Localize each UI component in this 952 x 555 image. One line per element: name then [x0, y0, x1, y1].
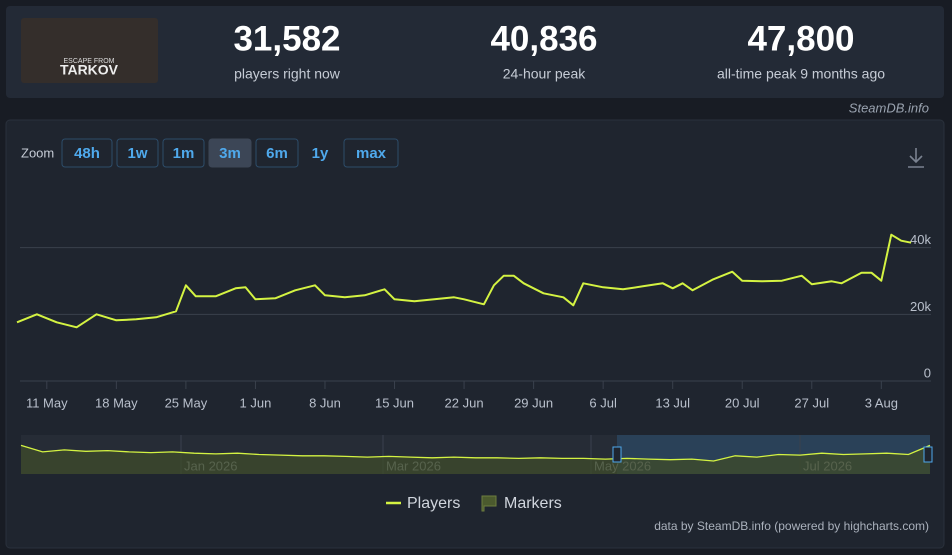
y-tick-label: 40k	[910, 232, 931, 247]
download-glyph	[908, 148, 924, 168]
stat-value: 40,836	[490, 19, 597, 58]
navigator-line	[20, 444, 931, 462]
y-tick-label: 20k	[910, 299, 931, 314]
stat-value: 47,800	[747, 19, 854, 58]
x-tick-label: 18 May	[95, 395, 138, 410]
logo-line: TARKOV	[60, 62, 119, 78]
chart-panel	[5, 119, 945, 549]
zoom-button[interactable]	[343, 138, 399, 168]
legend-label[interactable]: Markers	[504, 495, 562, 512]
download-icon[interactable]	[908, 148, 924, 168]
navigator-area	[21, 445, 930, 474]
x-tick-label: 1 Jun	[240, 395, 272, 410]
x-tick-label: 22 Jun	[445, 395, 484, 410]
zoom-button[interactable]	[208, 138, 252, 168]
zoom-label: Zoom	[21, 145, 54, 160]
zoom-button-label[interactable]: 1w	[127, 145, 147, 162]
navigator-handle[interactable]	[923, 446, 933, 463]
series-line	[16, 233, 912, 329]
x-tick-label: 11 May	[26, 395, 68, 410]
zoom-button-label[interactable]: 48h	[74, 145, 100, 162]
zoom-button[interactable]	[61, 138, 113, 168]
logo-tint	[21, 18, 158, 83]
zoom-button-label[interactable]: 6m	[266, 145, 288, 162]
x-tick-label: 29 Jun	[514, 395, 553, 410]
zoom-button[interactable]	[162, 138, 205, 168]
zoom-button-label[interactable]: 1m	[173, 145, 195, 162]
zoom-button[interactable]	[116, 138, 159, 168]
zoom-button-label[interactable]: 1y	[312, 145, 329, 162]
zoom-button-label[interactable]: 3m	[219, 145, 241, 162]
navigator-handle[interactable]	[612, 446, 622, 463]
legend-label[interactable]: Players	[407, 495, 460, 512]
x-tick-label: 3 Aug	[865, 395, 898, 410]
source: SteamDB.info	[849, 100, 929, 115]
x-tick-label: 13 Jul	[655, 395, 690, 410]
x-tick-label: 6 Jul	[589, 395, 617, 410]
x-tick-label: 8 Jun	[309, 395, 341, 410]
stat-label: all-time peak 9 months ago	[717, 66, 885, 82]
stat-label: players right now	[234, 66, 341, 82]
legend-swatch	[481, 495, 497, 512]
x-tick-label: 20 Jul	[725, 395, 760, 410]
stat-value: 31,582	[233, 19, 340, 58]
zoom-button-label[interactable]: max	[356, 145, 387, 162]
stats-panel	[6, 6, 944, 98]
x-tick-label: 15 Jun	[375, 395, 414, 410]
credit: data by SteamDB.info (powered by highcha…	[654, 519, 929, 533]
stat-label: 24-hour peak	[503, 66, 587, 82]
zoom-button[interactable]	[255, 138, 299, 168]
x-tick-label: 25 May	[165, 395, 208, 410]
y-tick-label: 0	[924, 365, 931, 380]
x-tick-label: 27 Jul	[794, 395, 829, 410]
logo-line: ESCAPE FROM	[64, 58, 115, 65]
